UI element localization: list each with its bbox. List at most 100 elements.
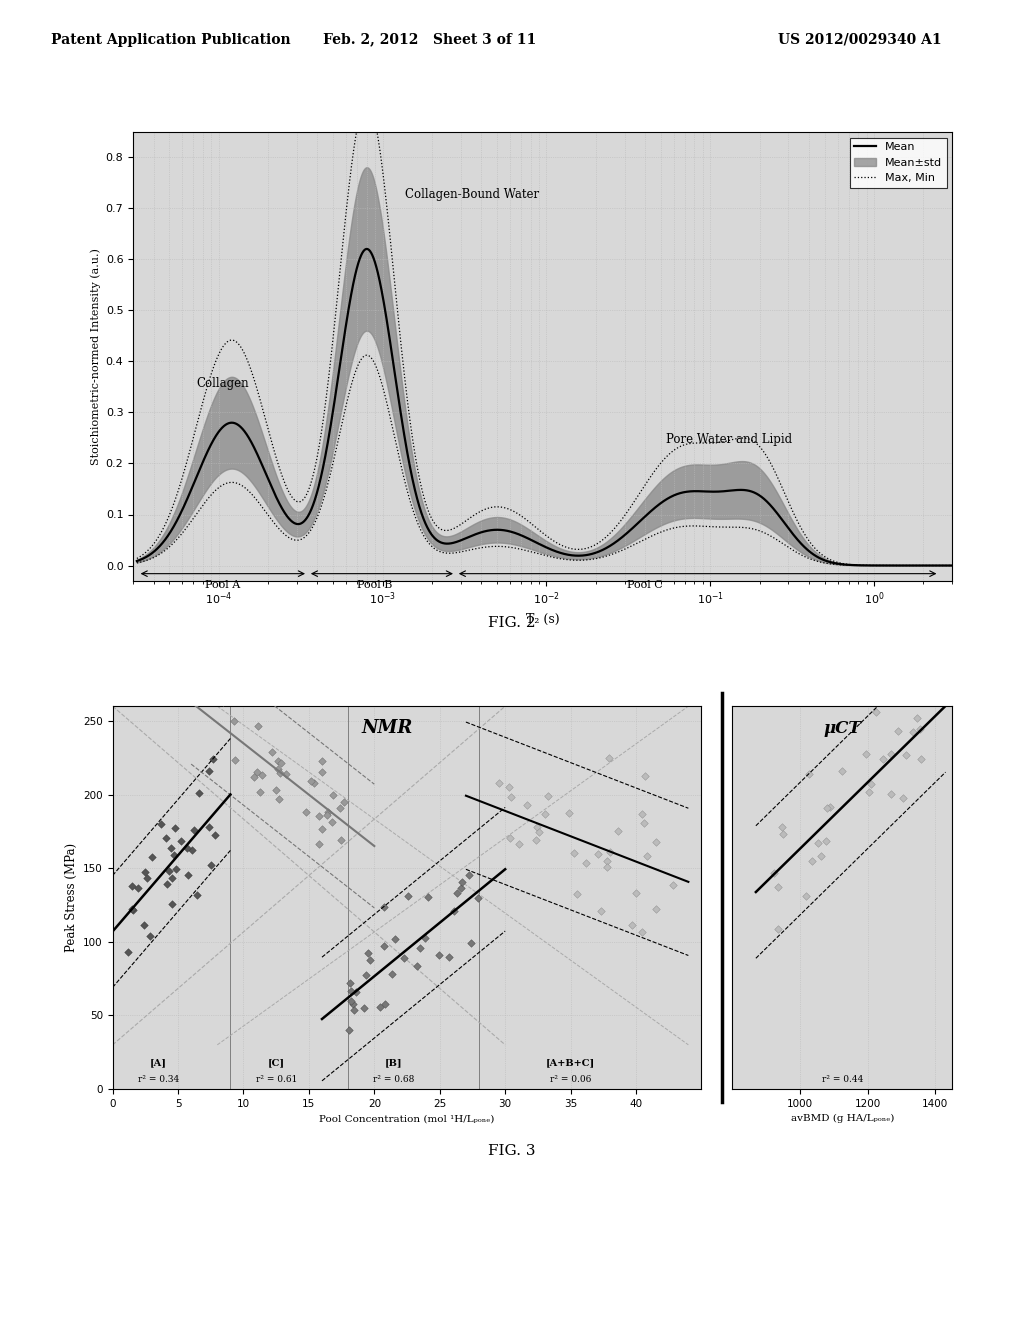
Point xyxy=(254,764,270,785)
Point xyxy=(372,997,388,1018)
Point xyxy=(271,788,288,809)
Text: Pool B: Pool B xyxy=(357,579,393,590)
Point xyxy=(332,797,348,818)
X-axis label: Pool Concentration (mol ¹H/Lₚₒₙₑ): Pool Concentration (mol ¹H/Lₚₒₙₑ) xyxy=(319,1114,495,1123)
Point xyxy=(319,804,336,825)
Point xyxy=(857,743,873,764)
Point xyxy=(409,956,425,977)
Point xyxy=(167,817,183,838)
Point xyxy=(376,896,392,917)
Text: FIG. 2: FIG. 2 xyxy=(488,616,536,630)
Point xyxy=(647,832,664,853)
Point xyxy=(529,816,546,837)
Point xyxy=(819,797,836,818)
Point xyxy=(890,721,906,742)
Point xyxy=(441,946,458,968)
Text: Pool A: Pool A xyxy=(205,579,240,590)
Text: r² = 0.61: r² = 0.61 xyxy=(256,1074,297,1084)
Point xyxy=(203,855,219,876)
Point xyxy=(326,784,342,805)
Point xyxy=(343,991,359,1012)
Point xyxy=(511,833,527,854)
Point xyxy=(528,829,545,850)
Point xyxy=(593,900,609,921)
Text: r² = 0.34: r² = 0.34 xyxy=(138,1074,179,1084)
Point xyxy=(455,871,471,892)
Point xyxy=(578,853,594,874)
Point xyxy=(314,751,331,772)
Point xyxy=(911,718,928,739)
Point xyxy=(125,899,141,920)
Point xyxy=(306,772,323,793)
Point xyxy=(336,792,352,813)
Point xyxy=(874,748,891,770)
Point xyxy=(250,715,266,737)
Point xyxy=(214,692,230,713)
Point xyxy=(201,760,217,781)
Point xyxy=(186,820,203,841)
Text: [A]: [A] xyxy=(150,1059,167,1068)
Point xyxy=(541,785,557,807)
X-axis label: avBMD (g HA/Lₚₒₙₑ): avBMD (g HA/Lₚₒₙₑ) xyxy=(791,1114,894,1123)
Point xyxy=(883,783,899,804)
Point xyxy=(348,982,365,1003)
Point xyxy=(904,722,921,743)
Point xyxy=(774,824,791,845)
Point xyxy=(249,762,265,783)
Point xyxy=(813,845,829,866)
Point xyxy=(461,865,477,886)
Legend: Mean, Mean±std, Max, Min: Mean, Mean±std, Max, Min xyxy=(850,137,947,187)
Point xyxy=(124,875,140,896)
Point xyxy=(201,816,217,837)
Point xyxy=(172,830,188,851)
Point xyxy=(860,781,877,803)
Point xyxy=(568,883,585,904)
Point xyxy=(159,874,175,895)
Text: NMR: NMR xyxy=(361,718,413,737)
Point xyxy=(599,857,615,878)
Point xyxy=(189,884,206,906)
Point xyxy=(124,899,140,920)
Point xyxy=(163,867,179,888)
Point xyxy=(361,949,378,970)
Point xyxy=(454,878,470,899)
Point xyxy=(271,763,288,784)
Point xyxy=(163,837,179,858)
Point xyxy=(267,780,284,801)
Point xyxy=(773,817,790,838)
Point xyxy=(153,813,169,834)
Point xyxy=(130,878,146,899)
Text: [B]: [B] xyxy=(385,1059,402,1068)
Point xyxy=(883,743,899,764)
Point xyxy=(770,919,786,940)
Point xyxy=(798,886,814,907)
Point xyxy=(252,781,268,803)
Point xyxy=(561,803,578,824)
Point xyxy=(227,750,244,771)
Point xyxy=(191,783,208,804)
Point xyxy=(628,883,644,904)
Point xyxy=(263,742,280,763)
Point xyxy=(120,941,136,962)
Text: Collagen: Collagen xyxy=(196,378,249,389)
Point xyxy=(909,708,926,729)
Point xyxy=(179,837,196,858)
Point xyxy=(269,759,286,780)
Point xyxy=(590,843,606,865)
Point xyxy=(168,859,184,880)
Point xyxy=(136,915,153,936)
Point xyxy=(230,684,247,705)
Point xyxy=(599,850,615,871)
Point xyxy=(387,929,403,950)
Point xyxy=(164,894,180,915)
Point xyxy=(343,981,359,1002)
Point xyxy=(324,812,340,833)
Point xyxy=(376,935,392,956)
Text: r² = 0.68: r² = 0.68 xyxy=(374,1074,415,1084)
Text: Pool C: Pool C xyxy=(628,579,663,590)
Point xyxy=(313,818,330,840)
Point xyxy=(321,801,337,822)
Text: r² = 0.06: r² = 0.06 xyxy=(550,1074,591,1084)
Text: [A+B+C]: [A+B+C] xyxy=(546,1059,595,1068)
Point xyxy=(357,965,374,986)
